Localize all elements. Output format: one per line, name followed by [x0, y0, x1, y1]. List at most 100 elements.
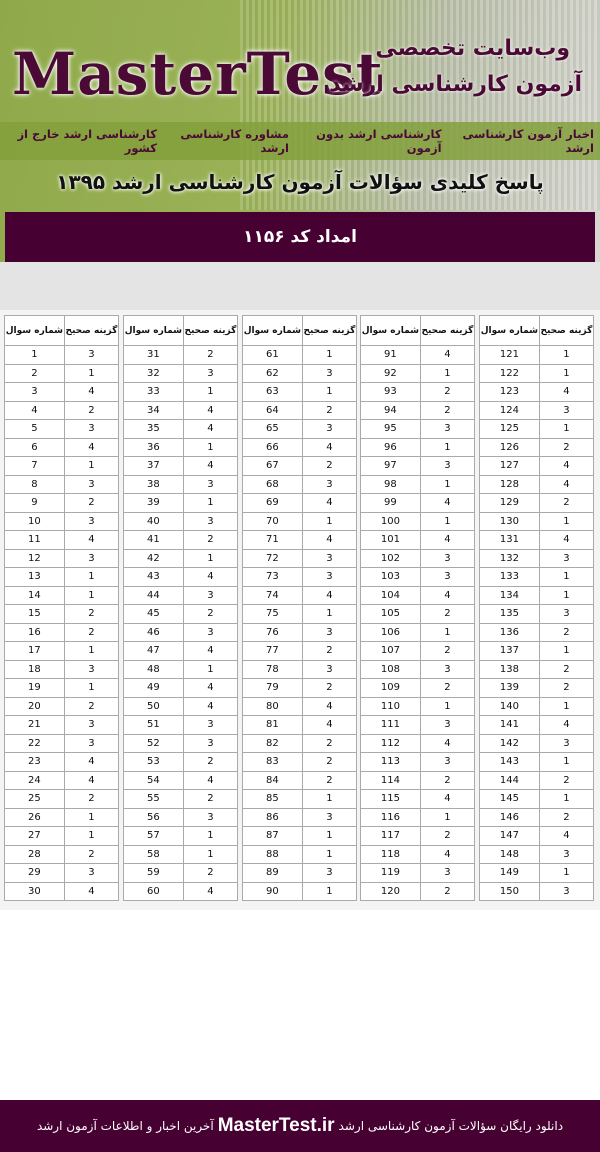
question-number: 59 — [123, 863, 184, 883]
question-number: 19 — [4, 678, 65, 698]
table-row: 95 3 — [360, 419, 476, 439]
question-number: 141 — [479, 715, 540, 735]
correct-answer: 1 — [301, 826, 358, 846]
nav-link-abroad[interactable]: کارشناسی ارشد خارج از کشور — [17, 127, 157, 155]
site-logo[interactable]: MasterTest — [12, 40, 384, 108]
table-row: 12 3 — [4, 548, 120, 568]
table-row: 120 2 — [360, 881, 476, 901]
table-row: 143 1 — [479, 752, 595, 772]
question-number: 102 — [360, 548, 421, 568]
table-row: 26 1 — [4, 807, 120, 827]
correct-answer: 2 — [538, 807, 595, 827]
question-number: 80 — [242, 696, 303, 716]
answer-table-1: شماره سوال گزینه صحیح 1 3 2 1 3 4 4 2 5 3 6 4 7 1 8 3 9 2 10… — [4, 315, 120, 901]
table-row: 41 2 — [123, 530, 239, 550]
table-header-row: شماره سوال گزینه صحیح — [242, 315, 358, 346]
table-row: 63 1 — [242, 382, 358, 402]
question-number: 90 — [242, 881, 303, 901]
correct-answer-header: گزینه صحیح — [301, 315, 358, 346]
question-number: 2 — [4, 363, 65, 383]
table-row: 132 3 — [479, 548, 595, 568]
correct-answer: 2 — [63, 789, 120, 809]
nav-link-news[interactable]: اخبار آزمون کارشناسی ارشد — [462, 127, 594, 155]
correct-answer: 3 — [301, 807, 358, 827]
nav-link-no-exam[interactable]: کارشناسی ارشد بدون آزمون — [316, 127, 442, 155]
correct-answer: 2 — [538, 659, 595, 679]
question-number: 61 — [242, 345, 303, 365]
footer-site-link[interactable]: MasterTest.ir — [217, 1115, 335, 1136]
question-number: 119 — [360, 863, 421, 883]
table-row: 122 1 — [479, 363, 595, 383]
correct-answer: 4 — [538, 474, 595, 494]
table-row: 125 1 — [479, 419, 595, 439]
correct-answer: 2 — [182, 530, 239, 550]
question-number: 135 — [479, 604, 540, 624]
table-row: 127 4 — [479, 456, 595, 476]
table-row: 15 2 — [4, 604, 120, 624]
correct-answer-header: گزینه صحیح — [63, 315, 120, 346]
table-row: 34 4 — [123, 400, 239, 420]
correct-answer: 3 — [63, 715, 120, 735]
question-number: 75 — [242, 604, 303, 624]
correct-answer: 3 — [419, 456, 476, 476]
question-number: 21 — [4, 715, 65, 735]
question-number: 129 — [479, 493, 540, 513]
question-number: 67 — [242, 456, 303, 476]
correct-answer: 4 — [301, 715, 358, 735]
table-row: 49 4 — [123, 678, 239, 698]
correct-answer: 4 — [301, 530, 358, 550]
question-number: 97 — [360, 456, 421, 476]
question-number: 91 — [360, 345, 421, 365]
question-number: 11 — [4, 530, 65, 550]
nav-link-counseling[interactable]: مشاوره کارشناسی ارشد — [180, 127, 289, 155]
table-row: 44 3 — [123, 585, 239, 605]
question-number: 22 — [4, 733, 65, 753]
correct-answer: 1 — [538, 863, 595, 883]
correct-answer: 3 — [419, 863, 476, 883]
table-row: 128 4 — [479, 474, 595, 494]
correct-answer: 1 — [538, 511, 595, 531]
question-number: 105 — [360, 604, 421, 624]
correct-answer: 4 — [538, 530, 595, 550]
table-row: 30 4 — [4, 881, 120, 901]
question-number: 83 — [242, 752, 303, 772]
table-row: 137 1 — [479, 641, 595, 661]
question-number: 111 — [360, 715, 421, 735]
table-row: 33 1 — [123, 382, 239, 402]
question-number: 47 — [123, 641, 184, 661]
question-number: 72 — [242, 548, 303, 568]
question-number: 126 — [479, 437, 540, 457]
correct-answer: 1 — [63, 585, 120, 605]
question-number: 28 — [4, 844, 65, 864]
correct-answer: 3 — [301, 863, 358, 883]
footer-text-after: آخرین اخبار و اطلاعات آزمون ارشد — [36, 1119, 214, 1133]
table-row: 82 2 — [242, 733, 358, 753]
correct-answer: 4 — [419, 493, 476, 513]
correct-answer: 4 — [182, 678, 239, 698]
question-number: 57 — [123, 826, 184, 846]
table-row: 62 3 — [242, 363, 358, 383]
question-number: 23 — [4, 752, 65, 772]
table-row: 149 1 — [479, 863, 595, 883]
question-number: 37 — [123, 456, 184, 476]
correct-answer: 4 — [63, 752, 120, 772]
correct-answer: 4 — [182, 419, 239, 439]
correct-answer: 2 — [301, 770, 358, 790]
question-number: 133 — [479, 567, 540, 587]
correct-answer: 2 — [301, 752, 358, 772]
question-number: 106 — [360, 622, 421, 642]
correct-answer: 3 — [301, 548, 358, 568]
table-row: 112 4 — [360, 733, 476, 753]
correct-answer: 3 — [301, 567, 358, 587]
correct-answer: 2 — [301, 678, 358, 698]
table-row: 60 4 — [123, 881, 239, 901]
correct-answer: 1 — [538, 752, 595, 772]
question-number-header: شماره سوال — [242, 315, 303, 346]
correct-answer: 3 — [63, 548, 120, 568]
correct-answer: 3 — [538, 733, 595, 753]
correct-answer: 2 — [182, 604, 239, 624]
table-row: 101 4 — [360, 530, 476, 550]
